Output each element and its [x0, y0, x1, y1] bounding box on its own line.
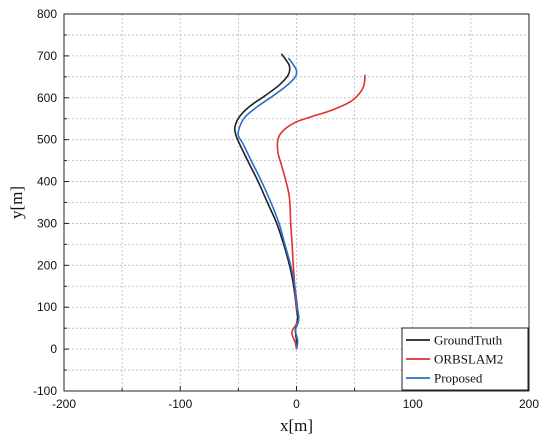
series-lines [233, 53, 366, 350]
x-axis-title: x[m] [280, 416, 313, 435]
legend-label-groundtruth: GroundTruth [434, 333, 503, 348]
y-tick-label: 200 [37, 258, 57, 272]
y-tick-label: 800 [37, 7, 57, 21]
y-tick-label: -100 [33, 384, 57, 398]
y-axis-title: y[m] [7, 186, 26, 219]
axis-ticks: -200 -100 0 100 200-100010020030040050060070… [33, 7, 539, 411]
legend-label-proposed: Proposed [434, 371, 483, 386]
series-line-proposed [237, 57, 300, 350]
legend: GroundTruth ORBSLAM2 Proposed [401, 327, 529, 391]
x-tick-label: -200 [52, 397, 76, 411]
y-tick-label: 300 [37, 216, 57, 230]
x-tick-label: 200 [519, 397, 539, 411]
y-tick-label: 600 [37, 91, 57, 105]
y-tick-label: 100 [37, 300, 57, 314]
y-tick-label: 700 [37, 49, 57, 63]
series-line-orbslam2 [276, 74, 366, 350]
y-tick-label: 0 [50, 342, 57, 356]
y-tick-label: 400 [37, 175, 57, 189]
x-tick-label: 0 [293, 397, 300, 411]
x-tick-label: -100 [168, 397, 192, 411]
series-line-groundtruth [233, 53, 299, 350]
y-tick-label: 500 [37, 133, 57, 147]
legend-label-orbslam2: ORBSLAM2 [434, 352, 503, 367]
x-tick-label: 100 [403, 397, 423, 411]
grid [64, 14, 529, 391]
